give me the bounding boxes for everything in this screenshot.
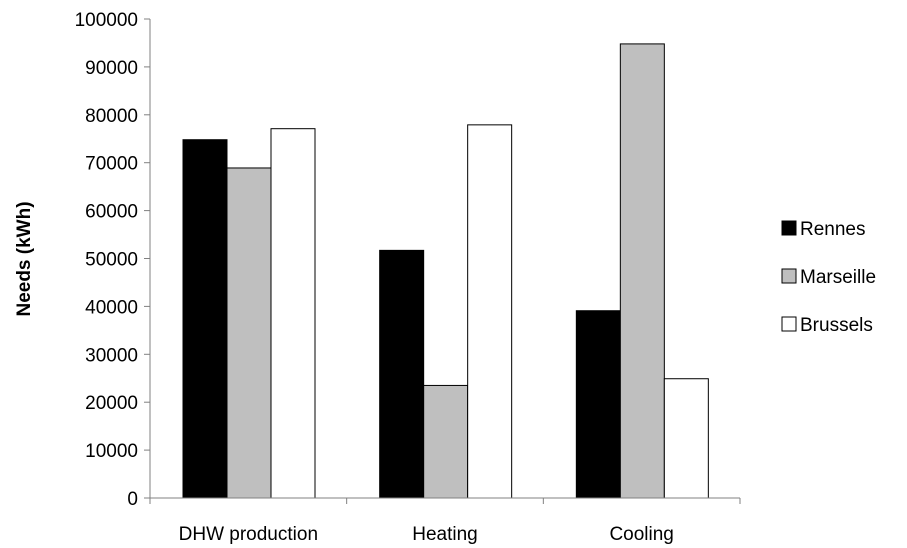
y-tick-label: 0 [127,489,138,510]
y-tick-label: 20000 [85,393,138,414]
y-tick-label: 70000 [85,154,138,175]
y-tick-label: 50000 [85,250,138,271]
bars-layer [182,43,709,499]
bar-rennes-2 [379,249,425,499]
bar-rennes-3 [575,310,621,499]
y-axis-title: Needs (kWh) [14,201,35,316]
y-tick-labels: 0 10000 20000 30000 40000 50000 60000 70000 8000… [75,10,138,510]
y-tick-label: 10000 [85,441,138,462]
x-tick-label: DHW production [179,524,318,545]
bar-marseille-2 [423,384,469,499]
legend-label-rennes: Rennes [800,219,866,240]
y-tick-label: 30000 [85,345,138,366]
bar-brussels-3 [663,378,709,499]
bar-brussels-2 [467,124,513,499]
y-tick-label: 100000 [75,10,138,31]
legend: Rennes Marseille Brussels [781,219,876,336]
legend-swatch-rennes [781,220,797,236]
legend-label-brussels: Brussels [800,315,873,336]
y-tick-label: 80000 [85,106,138,127]
x-tick-label: Heating [412,524,478,545]
bar-marseille-1 [226,167,272,499]
bar-brussels-1 [270,128,316,499]
x-tick-label: Cooling [609,524,673,545]
legend-swatch-marseille [781,268,797,284]
y-tick-label: 90000 [85,58,138,79]
y-tick-label: 40000 [85,297,138,318]
x-tick-labels: DHW production Heating Cooling [179,524,674,545]
y-tick-label: 60000 [85,202,138,223]
legend-label-marseille: Marseille [800,267,876,288]
bar-rennes-1 [182,139,228,499]
axes-layer [144,18,741,504]
bar-marseille-3 [619,43,665,499]
legend-swatch-brussels [781,316,797,332]
